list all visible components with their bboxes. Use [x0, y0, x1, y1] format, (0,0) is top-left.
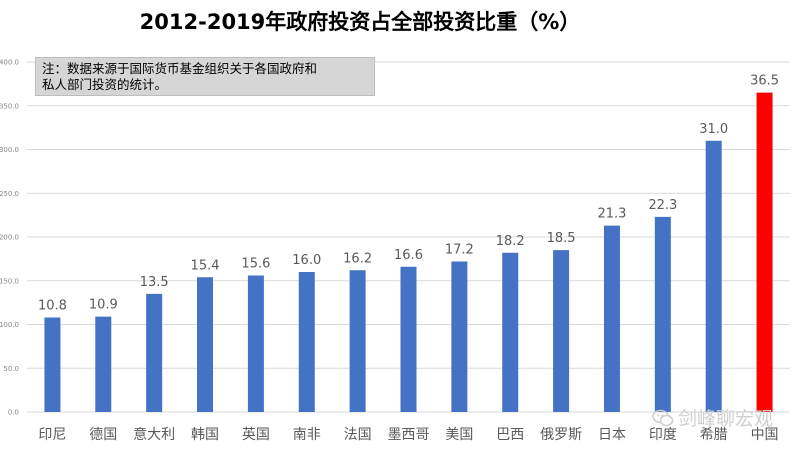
value-label: 36.5: [750, 74, 779, 89]
y-tick-label: 250.0: [0, 190, 19, 198]
bar: [502, 252, 519, 412]
y-tick-label: 400.0: [0, 59, 19, 67]
category-label: 南非: [293, 427, 321, 443]
value-label: 16.6: [394, 248, 423, 263]
bar: [247, 275, 264, 412]
y-tick-label: 100.0: [0, 321, 19, 329]
y-tick-label: 150.0: [0, 277, 19, 285]
value-labels: 10.8 10.9 13.5 15.4 15.6 16.0 16.2 16.6 17.2 18.2…: [38, 74, 779, 314]
value-label: 15.6: [241, 257, 270, 272]
bars: [44, 92, 773, 412]
y-tick-label: 350.0: [0, 102, 19, 110]
bar: [451, 261, 468, 412]
y-tick-label: 300.0: [0, 146, 19, 154]
bar: [654, 216, 671, 412]
source-note-line-2: 私人部门投资的统计。: [42, 77, 168, 92]
category-label: 德国: [89, 427, 117, 443]
category-label: 韩国: [191, 427, 219, 443]
value-label: 17.2: [445, 243, 474, 258]
y-tick-label: 200.0: [0, 234, 19, 242]
source-note-line-1: 注：数据来源于国际货币基金组织关于各国政府和: [42, 61, 318, 76]
value-label: 16.2: [343, 251, 372, 266]
category-label: 英国: [242, 426, 270, 443]
category-label: 巴西: [496, 427, 524, 443]
wechat-icon: [652, 409, 674, 426]
bar: [400, 266, 417, 412]
value-label: 16.0: [292, 253, 321, 268]
value-label: 15.4: [191, 258, 220, 273]
bar: [756, 92, 773, 412]
chart-title: 2012-2019年政府投资占全部投资比重（%）: [139, 10, 581, 34]
category-label: 美国: [445, 427, 473, 443]
value-label: 13.5: [140, 275, 169, 290]
category-label: 印度: [649, 427, 677, 443]
value-label: 10.8: [38, 299, 67, 314]
category-label: 意大利: [133, 426, 175, 443]
category-label: 中国: [751, 427, 779, 443]
bar: [95, 316, 112, 412]
bar: [44, 317, 61, 412]
y-tick-label: 50.0: [3, 365, 19, 373]
value-label: 31.0: [699, 122, 728, 137]
value-label: 21.3: [597, 207, 626, 222]
y-tick-label: 0.0: [8, 409, 19, 417]
category-label: 法国: [344, 427, 372, 443]
value-label: 18.5: [547, 231, 576, 246]
bar: [146, 293, 163, 412]
value-label: 18.2: [496, 234, 525, 249]
category-labels: 印尼 德国 意大利 韩国 英国 南非 法国 墨西哥 美国 巴西 俄罗斯 日本 印度 希腊 中国: [38, 426, 778, 443]
category-label: 俄罗斯: [540, 427, 582, 443]
bar: [705, 140, 722, 412]
bar: [603, 225, 620, 412]
bar: [298, 272, 315, 412]
category-label: 希腊: [700, 427, 728, 443]
source-note: 注：数据来源于国际货币基金组织关于各国政府和 私人部门投资的统计。: [35, 57, 375, 96]
watermark: 剑峰聊宏观: [652, 404, 773, 431]
watermark-text: 剑峰聊宏观: [678, 408, 774, 430]
category-label: 印尼: [38, 427, 66, 443]
bar: [553, 250, 570, 412]
category-label: 日本: [598, 427, 626, 443]
bar: [197, 277, 214, 412]
value-label: 10.9: [89, 298, 118, 313]
bar: [349, 270, 366, 412]
value-label: 22.3: [648, 198, 677, 213]
category-label: 墨西哥: [388, 427, 430, 443]
y-axis-ticks: 0.0 50.0 100.0 150.0 200.0 250.0 300.0 350.0 400…: [0, 59, 19, 417]
